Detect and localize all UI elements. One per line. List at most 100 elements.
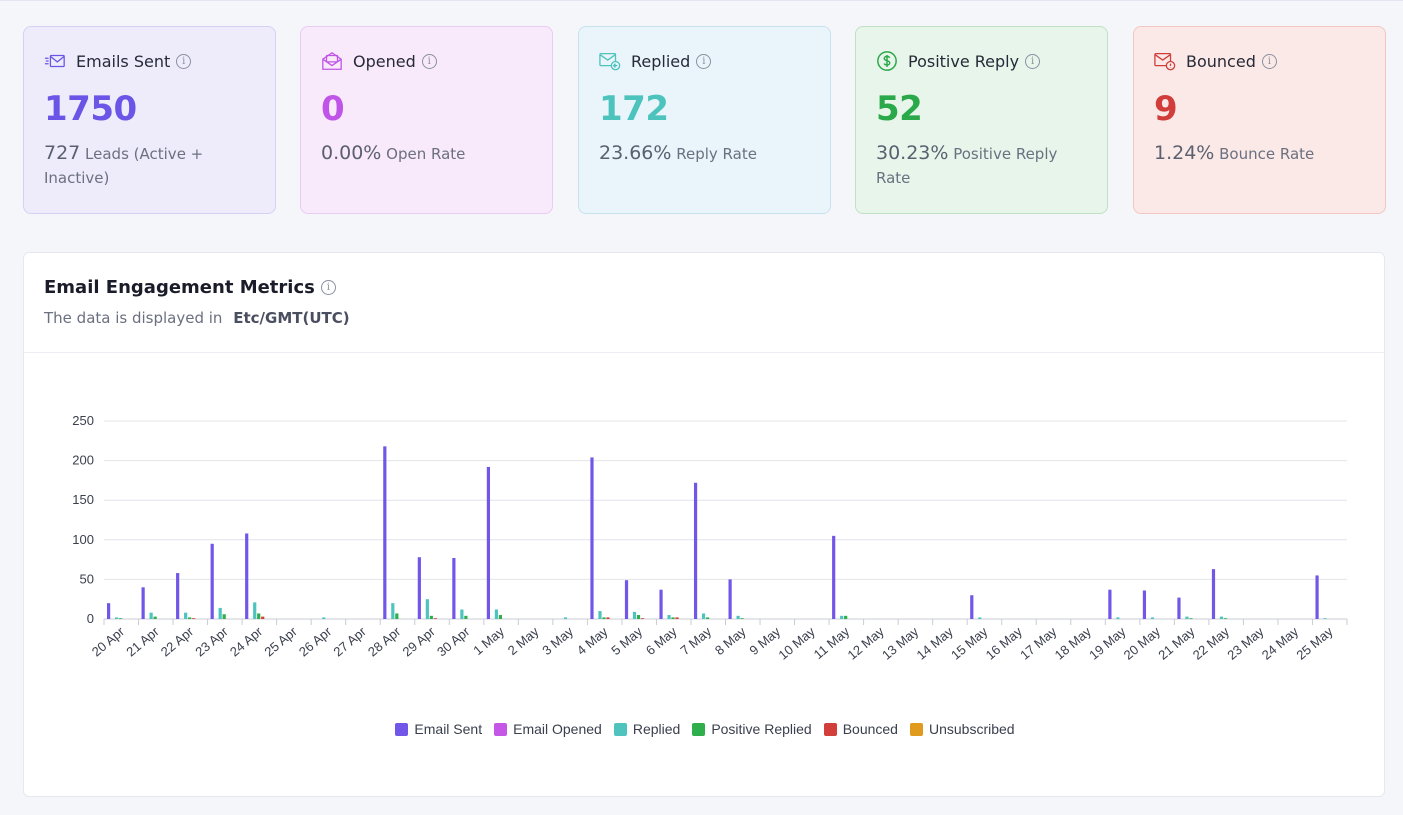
x-tick-label: 8 May: [712, 623, 749, 658]
legend-item[interactable]: Email Opened: [494, 721, 602, 737]
x-tick-label: 7 May: [677, 623, 714, 658]
stat-card-positive-reply: Positive Reply i 52 30.23% Positive Repl…: [855, 26, 1108, 214]
legend-label: Bounced: [842, 721, 898, 737]
x-tick-label: 15 May: [948, 623, 991, 662]
bar-email-sent: [728, 579, 732, 619]
bar-positive-replied: [153, 616, 157, 619]
stat-value: 0: [321, 89, 345, 129]
timezone-label: The data is displayed in: [44, 309, 223, 327]
y-tick-label: 50: [80, 571, 94, 586]
bar-positive-replied: [498, 615, 503, 619]
bar-positive-replied: [671, 617, 675, 619]
bar-replied: [1150, 617, 1155, 619]
x-tick-label: 25 Apr: [261, 623, 300, 659]
email-sent-icon: [44, 54, 65, 68]
stat-sub-label: Reply Rate: [676, 145, 757, 163]
bar-positive-replied: [119, 618, 123, 620]
x-tick-label: 14 May: [914, 623, 957, 662]
legend-item[interactable]: Bounced: [823, 721, 898, 737]
bar-replied: [598, 611, 602, 619]
bar-email-sent: [417, 557, 421, 619]
bar-email-sent: [383, 446, 387, 619]
y-tick-label: 150: [72, 492, 94, 507]
bar-positive-replied: [464, 615, 468, 619]
bar-positive-replied: [222, 614, 226, 619]
x-tick-label: 4 May: [574, 623, 611, 658]
bar-replied: [115, 617, 119, 619]
panel-title: Email Engagement Metrics: [44, 276, 315, 298]
x-tick-label: 20 May: [1121, 623, 1164, 662]
stat-card-opened: Opened i 0 0.00% Open Rate: [300, 26, 553, 214]
stat-sub-label: Bounce Rate: [1219, 145, 1315, 163]
bar-replied: [460, 609, 464, 619]
x-tick-label: 21 May: [1155, 623, 1198, 662]
x-tick-label: 5 May: [608, 623, 645, 658]
y-tick-label: 0: [87, 611, 94, 626]
stat-sub-number: 30.23%: [876, 142, 949, 164]
x-tick-label: 28 Apr: [365, 623, 404, 659]
dollar-circle-icon: [877, 51, 897, 71]
x-tick-label: 10 May: [775, 623, 818, 662]
bar-replied: [632, 611, 637, 619]
x-tick-label: 19 May: [1086, 623, 1129, 662]
info-icon[interactable]: i: [421, 53, 437, 69]
engagement-metrics-panel: Email Engagement Metrics i The data is d…: [23, 252, 1385, 797]
bar-replied: [425, 599, 429, 619]
top-divider: [0, 0, 1403, 1]
bar-positive-replied: [740, 618, 744, 620]
stat-subtext: 23.66% Reply Rate: [599, 141, 810, 166]
info-icon[interactable]: i: [1025, 53, 1041, 69]
stat-sub-number: 1.24%: [1154, 142, 1215, 164]
legend-swatch: [823, 722, 837, 736]
email-opened-icon: [322, 51, 342, 70]
panel-header: Email Engagement Metrics i The data is d…: [24, 253, 1384, 353]
bar-positive-replied: [705, 617, 710, 619]
x-tick-label: 24 Apr: [227, 623, 266, 659]
y-tick-label: 100: [72, 532, 94, 547]
bar-positive-replied: [844, 615, 848, 619]
bar-bounced: [433, 618, 437, 620]
bar-email-sent: [1142, 590, 1147, 619]
bar-replied: [1116, 617, 1120, 619]
bar-bounced: [606, 617, 610, 619]
stat-subtext: 30.23% Positive Reply Rate: [876, 141, 1087, 190]
bar-email-sent: [1315, 575, 1319, 619]
bar-email-sent: [1177, 597, 1181, 619]
bar-positive-replied: [602, 617, 606, 619]
timezone-value[interactable]: Etc/GMT(UTC): [233, 309, 350, 327]
x-tick-label: 16 May: [983, 623, 1026, 662]
bar-email-sent: [590, 457, 594, 619]
bar-replied: [978, 617, 982, 619]
bar-replied: [184, 612, 188, 619]
info-icon[interactable]: i: [320, 279, 336, 295]
stat-sub-number: 0.00%: [321, 142, 382, 164]
x-tick-label: 25 May: [1293, 623, 1336, 662]
legend-item[interactable]: Email Sent: [395, 721, 482, 737]
bar-replied: [391, 603, 395, 619]
info-icon[interactable]: i: [176, 53, 192, 69]
stat-value: 1750: [44, 89, 137, 129]
bar-replied: [149, 612, 153, 619]
x-tick-label: 26 Apr: [296, 623, 335, 659]
info-icon[interactable]: i: [1261, 53, 1277, 69]
x-tick-label: 30 Apr: [434, 623, 473, 659]
bar-replied: [1323, 618, 1327, 620]
info-icon[interactable]: i: [696, 53, 712, 69]
stat-sub-number: 727: [44, 142, 81, 164]
bar-email-sent: [624, 580, 629, 619]
legend-label: Positive Replied: [711, 721, 812, 737]
stat-card-bounced: Bounced i 9 1.24% Bounce Rate: [1133, 26, 1386, 214]
legend-swatch: [909, 722, 923, 736]
bar-email-sent: [107, 603, 111, 619]
x-tick-label: 2 May: [505, 623, 542, 658]
legend-item[interactable]: Replied: [613, 721, 680, 737]
legend-item[interactable]: Positive Replied: [692, 721, 812, 737]
bar-bounced: [261, 616, 265, 619]
bar-replied: [1185, 616, 1189, 619]
bar-email-sent: [970, 595, 974, 619]
legend-item[interactable]: Unsubscribed: [909, 721, 1015, 737]
bar-replied: [322, 617, 326, 619]
chart-legend: Email Sent Email Opened Replied Positive Re…: [24, 721, 1386, 737]
stat-value: 52: [876, 89, 923, 129]
legend-label: Unsubscribed: [928, 721, 1015, 737]
